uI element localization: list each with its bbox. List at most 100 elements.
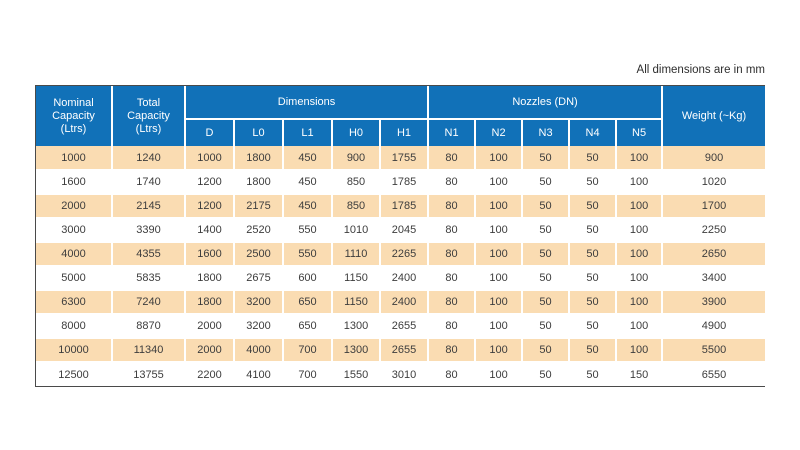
table-cell: 2675 (234, 266, 284, 291)
table-cell: 2520 (234, 218, 284, 243)
table-row: 4000 4355 1600 2500 550 1110 2265 80 100 50 50 100 2… (36, 242, 766, 267)
table-cell: 600 (283, 266, 333, 291)
table-row: 10000 11340 2000 4000 700 1300 2655 80 100 50 50 10… (36, 338, 766, 363)
table-cell: 450 (283, 146, 333, 171)
table-cell: 1600 (185, 242, 235, 267)
table-cell: 100 (475, 266, 524, 291)
table-cell: 3000 (36, 218, 113, 243)
table-cell: 5835 (112, 266, 186, 291)
table-body: 1000 1240 1000 1800 450 900 1755 80 100 50 50 100 90… (36, 146, 766, 386)
header-weight: Weight (~Kg) (662, 86, 766, 146)
header-total-capacity: Total Capacity (Ltrs) (112, 86, 186, 146)
table-cell: 650 (283, 290, 333, 315)
table-cell: 100 (616, 314, 664, 339)
dimensions-note: All dimensions are in mm (636, 64, 765, 76)
table-cell: 100 (616, 266, 664, 291)
table-cell: 4000 (234, 338, 284, 363)
table-cell: 1785 (380, 170, 430, 195)
header-col-n4: N4 (569, 119, 618, 146)
table-cell: 2000 (185, 338, 235, 363)
table-cell: 80 (428, 362, 477, 386)
table-row: 1000 1240 1000 1800 450 900 1755 80 100 50 50 100 90… (36, 146, 766, 171)
table-cell: 6300 (36, 290, 113, 315)
table-row: 5000 5835 1800 2675 600 1150 2400 80 100 50 50 100 3… (36, 266, 766, 291)
table-cell: 2175 (234, 194, 284, 219)
table-cell: 100 (475, 242, 524, 267)
table-cell: 80 (428, 242, 477, 267)
table-cell: 1800 (234, 170, 284, 195)
table-cell: 2650 (662, 242, 766, 267)
table-cell: 100 (475, 194, 524, 219)
table-cell: 650 (283, 314, 333, 339)
table-cell: 1010 (332, 218, 381, 243)
table-cell: 2000 (185, 314, 235, 339)
table-cell: 2200 (185, 362, 235, 386)
capacity-spec-table-wrap: Nominal Capacity (Ltrs) Total Capacity (… (35, 85, 766, 387)
table-cell: 50 (569, 170, 618, 195)
table-cell: 50 (569, 242, 618, 267)
table-cell: 4100 (234, 362, 284, 386)
table-cell: 6550 (662, 362, 766, 386)
table-cell: 150 (616, 362, 664, 386)
table-cell: 80 (428, 170, 477, 195)
header-nominal-capacity: Nominal Capacity (Ltrs) (36, 86, 113, 146)
table-cell: 13755 (112, 362, 186, 386)
table-cell: 100 (616, 194, 664, 219)
table-cell: 2655 (380, 314, 430, 339)
table-cell: 3200 (234, 314, 284, 339)
table-cell: 100 (475, 146, 524, 171)
table-cell: 900 (662, 146, 766, 171)
table-row: 1600 1740 1200 1800 450 850 1785 80 100 50 50 100 10… (36, 170, 766, 195)
table-cell: 1755 (380, 146, 430, 171)
table-cell: 50 (522, 218, 571, 243)
table-row: 8000 8870 2000 3200 650 1300 2655 80 100 50 50 100 4… (36, 314, 766, 339)
header-col-h1: H1 (380, 119, 430, 146)
table-cell: 100 (616, 170, 664, 195)
table-cell: 2265 (380, 242, 430, 267)
table-cell: 50 (522, 290, 571, 315)
table-cell: 8870 (112, 314, 186, 339)
table-cell: 1300 (332, 314, 381, 339)
table-cell: 80 (428, 146, 477, 171)
table-cell: 50 (569, 362, 618, 386)
header-col-l1: L1 (283, 119, 333, 146)
table-cell: 2000 (36, 194, 113, 219)
table-cell: 450 (283, 194, 333, 219)
table-cell: 50 (569, 314, 618, 339)
table-cell: 1300 (332, 338, 381, 363)
header-col-l0: L0 (234, 119, 284, 146)
table-cell: 3390 (112, 218, 186, 243)
table-cell: 4355 (112, 242, 186, 267)
table-row: 2000 2145 1200 2175 450 850 1785 80 100 50 50 100 17… (36, 194, 766, 219)
table-cell: 2400 (380, 266, 430, 291)
table-cell: 100 (475, 314, 524, 339)
table-cell: 7240 (112, 290, 186, 315)
table-cell: 2145 (112, 194, 186, 219)
header-col-n2: N2 (475, 119, 524, 146)
table-cell: 1150 (332, 290, 381, 315)
table-cell: 100 (475, 218, 524, 243)
table-cell: 100 (616, 218, 664, 243)
table-cell: 80 (428, 314, 477, 339)
table-cell: 4900 (662, 314, 766, 339)
table-cell: 50 (522, 242, 571, 267)
table-cell: 2400 (380, 290, 430, 315)
header-nozzles-group: Nozzles (DN) (428, 86, 664, 120)
header-dimensions-group: Dimensions (185, 86, 430, 120)
table-cell: 3010 (380, 362, 430, 386)
table-cell: 1150 (332, 266, 381, 291)
table-cell: 1240 (112, 146, 186, 171)
table-cell: 80 (428, 266, 477, 291)
table-cell: 50 (522, 338, 571, 363)
table-cell: 50 (522, 362, 571, 386)
table-cell: 50 (569, 146, 618, 171)
table-cell: 850 (332, 170, 381, 195)
table-cell: 50 (569, 338, 618, 363)
table-cell: 700 (283, 338, 333, 363)
table-cell: 80 (428, 218, 477, 243)
capacity-spec-table: Nominal Capacity (Ltrs) Total Capacity (… (36, 86, 766, 386)
table-cell: 80 (428, 290, 477, 315)
table-cell: 100 (475, 170, 524, 195)
table-cell: 50 (522, 194, 571, 219)
